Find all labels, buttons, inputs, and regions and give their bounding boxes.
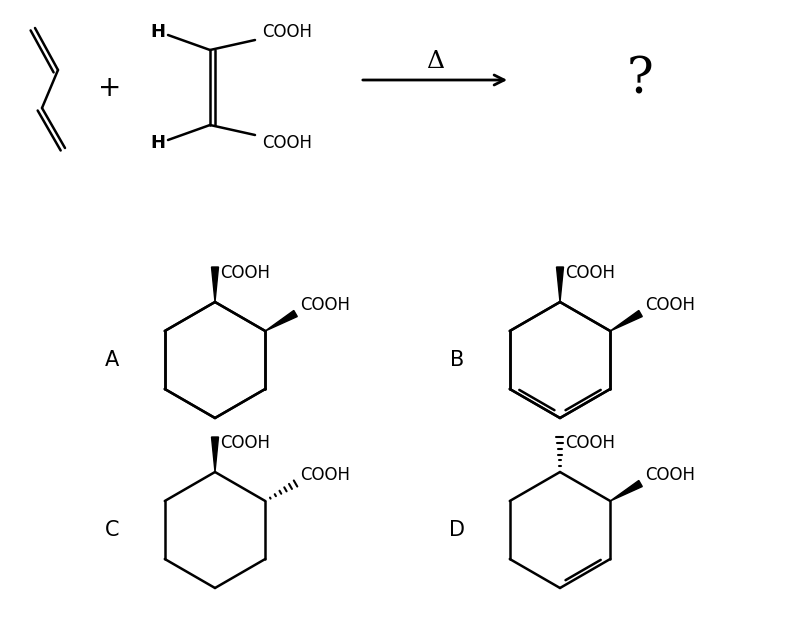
Text: Δ: Δ — [426, 51, 443, 73]
Text: COOH: COOH — [565, 264, 614, 282]
Text: COOH: COOH — [220, 264, 270, 282]
Text: D: D — [448, 520, 464, 540]
Text: B: B — [450, 350, 463, 370]
Polygon shape — [211, 437, 218, 472]
Text: +: + — [98, 74, 121, 102]
Text: H: H — [150, 23, 165, 41]
Text: COOH: COOH — [645, 296, 695, 315]
Polygon shape — [609, 310, 642, 331]
Text: C: C — [104, 520, 119, 540]
Polygon shape — [609, 480, 642, 501]
Polygon shape — [211, 267, 218, 302]
Text: H: H — [150, 134, 165, 152]
Polygon shape — [265, 310, 297, 331]
Text: COOH: COOH — [645, 466, 695, 485]
Text: COOH: COOH — [300, 296, 350, 315]
Polygon shape — [556, 267, 563, 302]
Text: COOH: COOH — [220, 434, 270, 452]
Text: ?: ? — [626, 55, 653, 105]
Text: COOH: COOH — [300, 466, 350, 485]
Text: COOH: COOH — [565, 434, 614, 452]
Text: COOH: COOH — [262, 23, 312, 41]
Text: A: A — [104, 350, 119, 370]
Text: COOH: COOH — [262, 134, 312, 152]
